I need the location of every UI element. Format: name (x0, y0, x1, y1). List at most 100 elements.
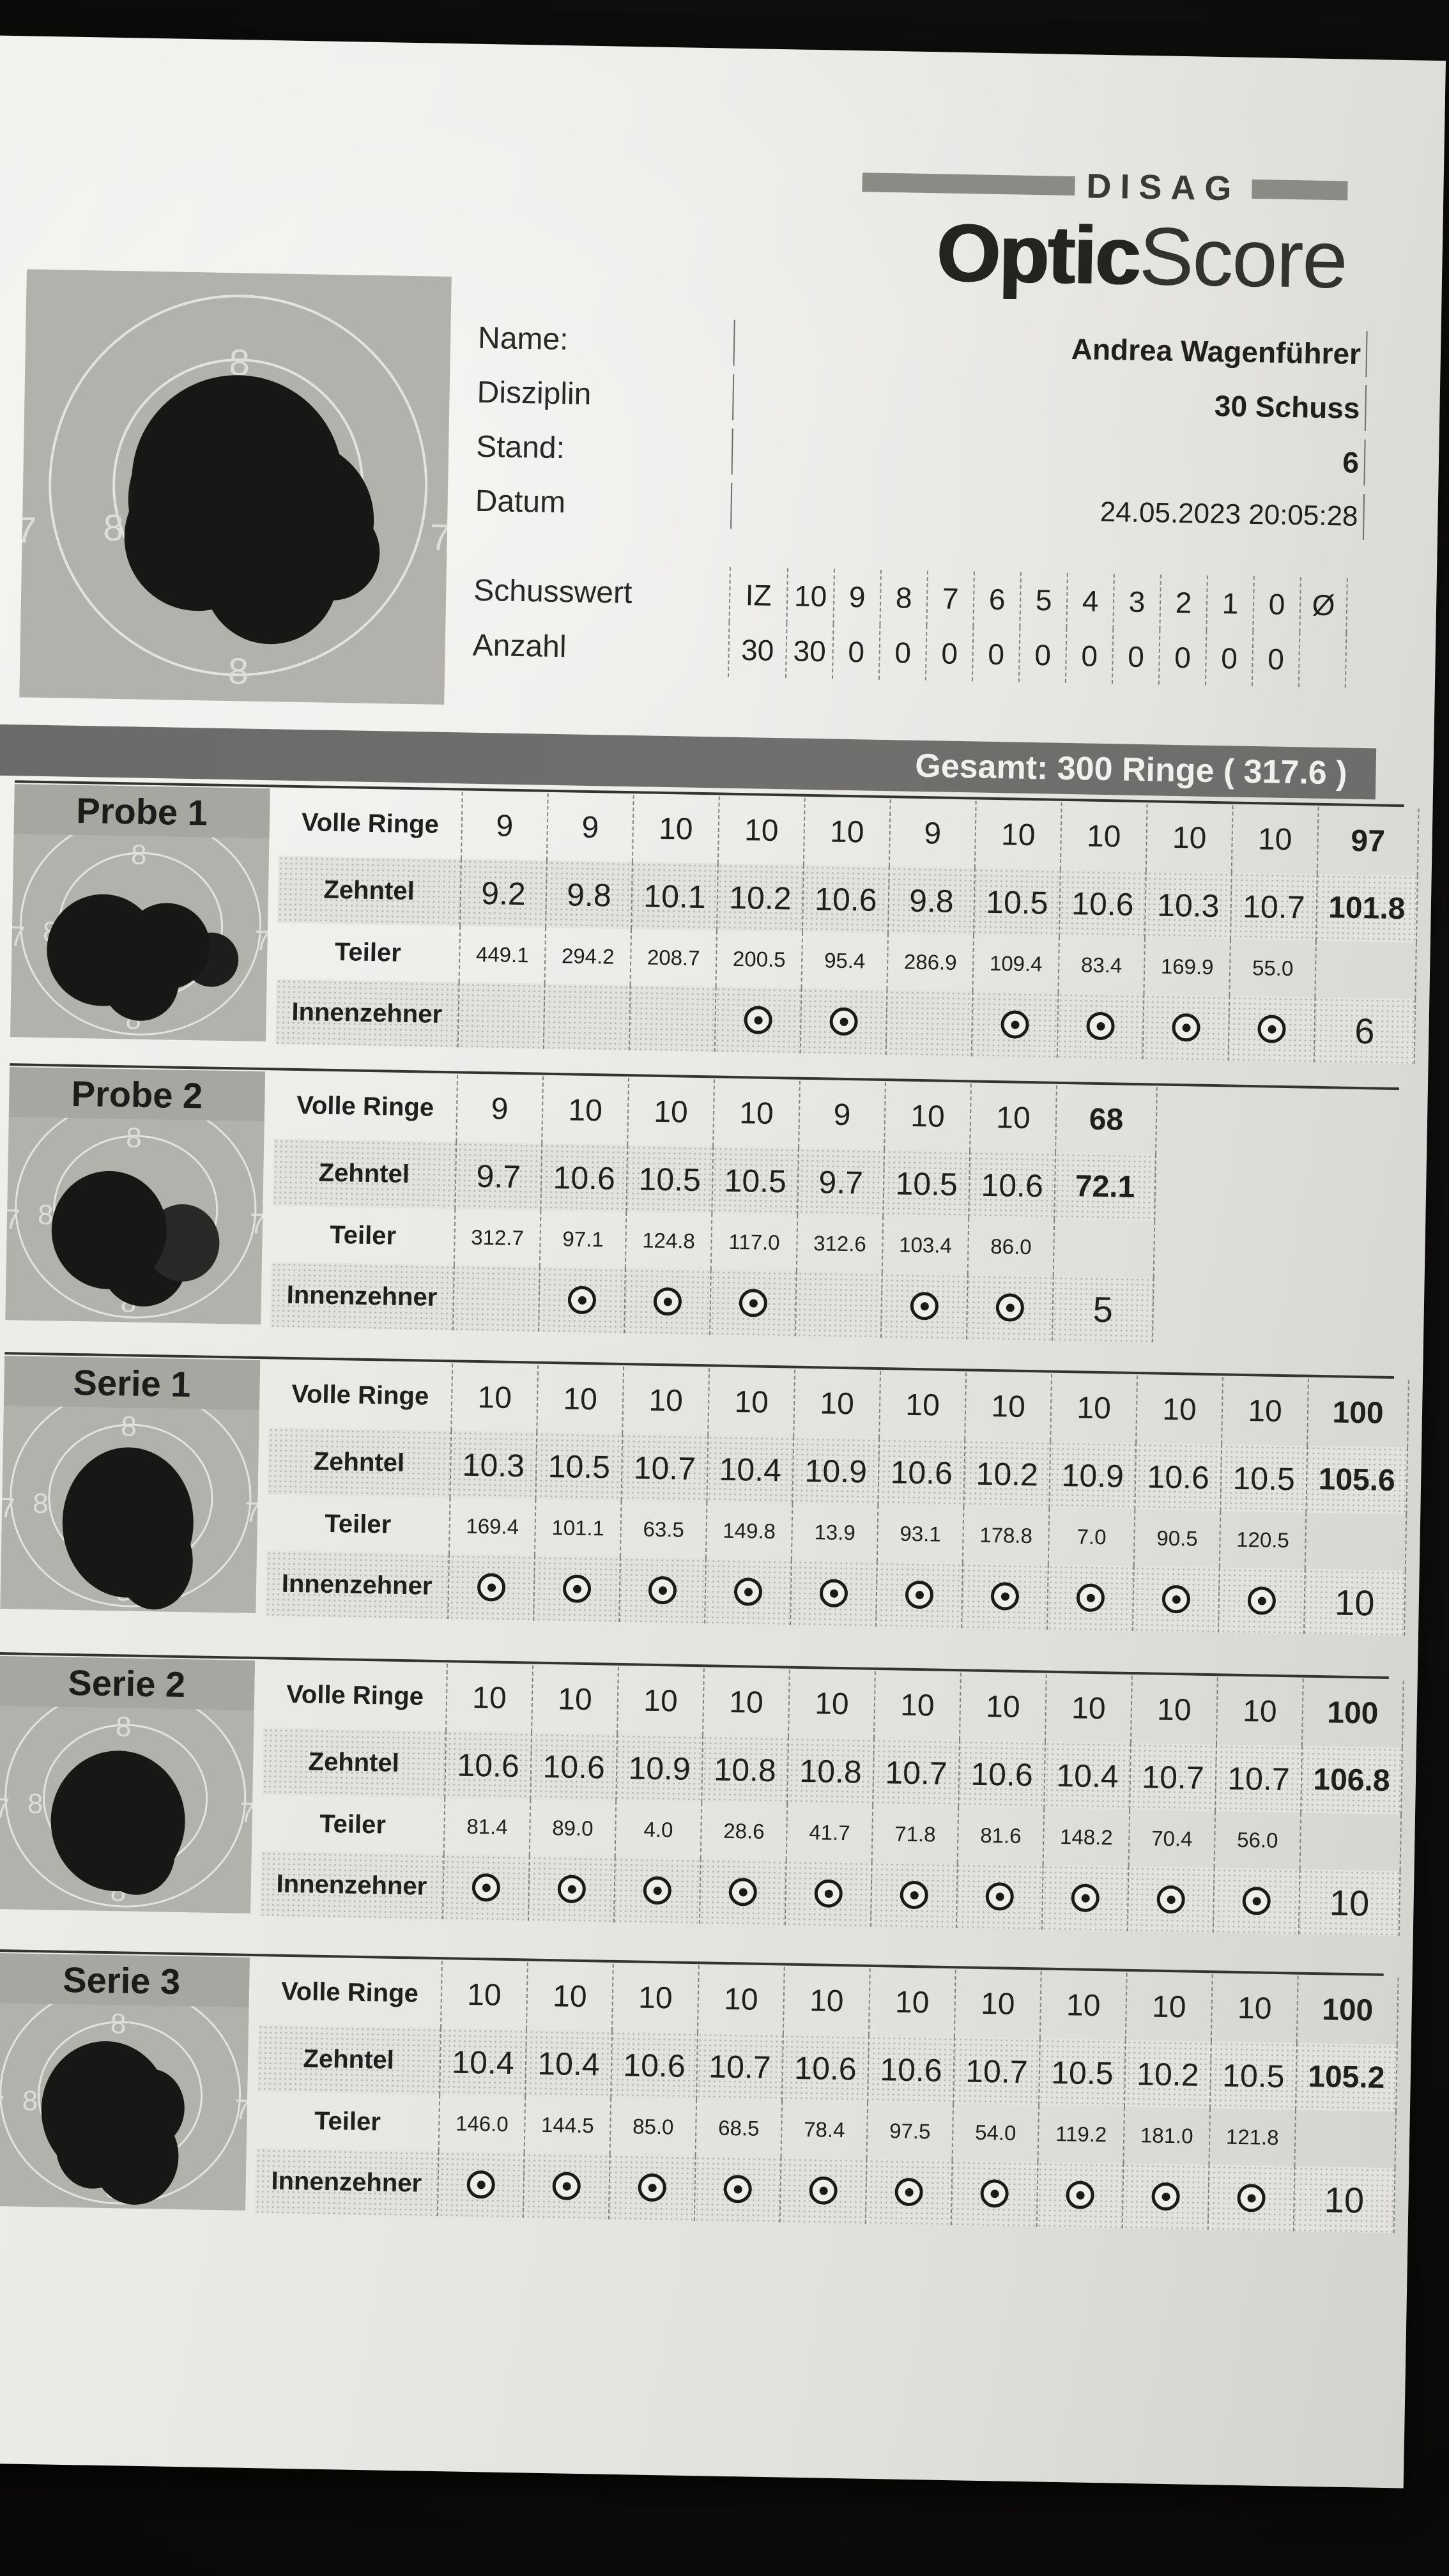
innenzehner-dot-core (1167, 1895, 1176, 1904)
innenzehner-dot-core (910, 1890, 919, 1899)
optic-wordmark-bold: Optic (935, 207, 1140, 302)
innenzehner-dot-icon (809, 2176, 838, 2205)
score-cell (885, 990, 972, 1057)
score-cell: 119.2 (1037, 2105, 1124, 2163)
target-ring-label-bottom: 8 (227, 650, 249, 693)
innenzehner-dot-icon (990, 1582, 1020, 1611)
innenzehner-dot-core (905, 2188, 914, 2196)
score-cell: 10 (959, 1673, 1046, 1742)
score-cell (1046, 1564, 1133, 1631)
row-label: Teiler (319, 1809, 387, 1839)
innenzehner-dot-core (819, 2186, 828, 2195)
sum-cell: 105.2 (1294, 2043, 1398, 2112)
innenzehner-dot-icon (894, 2177, 924, 2207)
score-cell (608, 2154, 695, 2221)
score-cell: 10 (1130, 1675, 1217, 1745)
score-cell: 10 (788, 1669, 875, 1738)
innenzehner-dot-core (648, 2183, 657, 2192)
dist-count-cell: 0 (924, 625, 973, 682)
score-cell: 10 (793, 1369, 880, 1438)
sum-cell: 97 (1316, 806, 1420, 876)
score-cell (794, 1271, 882, 1338)
sum-cell (1314, 940, 1417, 999)
dist-col-header: 5 (1019, 572, 1067, 628)
innenzehner-dot-core (824, 1889, 833, 1898)
score-cell: 9 (888, 799, 976, 868)
innenzehner-dot-icon (1076, 1583, 1105, 1613)
dist-col-header: 3 (1112, 574, 1160, 630)
innenzehner-dot-core (744, 1587, 753, 1597)
score-cell: 120.5 (1218, 1511, 1306, 1569)
innenzehner-dot-icon (980, 2179, 1009, 2208)
score-cell (1056, 992, 1144, 1060)
score-cell: 10 (617, 1666, 703, 1736)
info-value: 24.05.2023 20:05:28 (730, 482, 1365, 540)
innenzehner-dot-icon (1151, 2182, 1180, 2211)
score-cell: 10 (1230, 805, 1318, 874)
score-cell: 312.7 (453, 1209, 540, 1267)
target-ring-label-far-left: 7 (0, 2089, 5, 2122)
innenzehner-dot-icon (910, 1291, 939, 1321)
brand-logo: DISAG OpticScore (861, 162, 1348, 305)
innenzehner-dot-icon (723, 2174, 753, 2204)
score-cell: 10 (1145, 804, 1232, 873)
score-cell: 148.2 (1042, 1808, 1130, 1866)
innenzehner-dot-core (1086, 1593, 1095, 1602)
score-cell: 10.1 (631, 862, 717, 931)
score-cell (880, 1273, 967, 1340)
score-cell: 10.4 (525, 2029, 611, 2098)
score-cell: 9.7 (797, 1147, 884, 1217)
innenzehner-dot-icon (638, 2173, 667, 2202)
score-cell: 103.4 (881, 1216, 969, 1275)
dist-count-cell: 0 (1018, 627, 1066, 683)
score-cell: 10 (611, 1963, 698, 2033)
dist-row-label: Schusswert (473, 573, 632, 610)
dist-count-cell: 0 (1111, 629, 1160, 685)
info-label: Datum (475, 484, 566, 520)
innenzehner-dot-core (1096, 1022, 1105, 1031)
row-label: Zehntel (308, 1747, 400, 1777)
score-cell (1227, 995, 1315, 1062)
dist-count-cell: 30 (785, 623, 833, 679)
score-cell: 10.7 (620, 1433, 708, 1503)
score-cell: 10.5 (535, 1432, 622, 1501)
score-cell: 10.7 (872, 1738, 960, 1807)
score-cell: 10 (953, 1970, 1041, 2039)
innenzehner-dot-icon (905, 1580, 934, 1609)
target-ring-label-right: 7 (239, 1797, 256, 1828)
innenzehner-dot-core (1081, 1894, 1090, 1903)
innenzehner-dot-icon (733, 1577, 763, 1606)
score-cell: 109.4 (972, 935, 1059, 993)
target-ring-label-right: 7 (244, 1496, 261, 1528)
score-cell: 146.0 (438, 2095, 525, 2153)
row-label: Zehntel (318, 1158, 410, 1189)
dist-count-cell: 0 (1251, 631, 1300, 687)
score-cell: 10.6 (781, 2034, 868, 2103)
innenzehner-dot-icon (1242, 1887, 1271, 1915)
row-label: Volle Ringe (286, 1680, 424, 1711)
score-cell (875, 1561, 962, 1629)
score-cell: 10.5 (972, 868, 1060, 937)
sum-cell: 5 (1051, 1275, 1154, 1343)
score-cell: 10.7 (1229, 872, 1317, 941)
target-ring-label-far-left: 7 (0, 1492, 16, 1524)
score-cell: 81.6 (956, 1807, 1044, 1865)
score-cell: 10.7 (1129, 1742, 1216, 1812)
score-cell: 10 (702, 1668, 789, 1737)
innenzehner-dot-icon (471, 1873, 501, 1902)
row-label: Innenzehner (276, 1869, 427, 1901)
score-cell: 10.6 (1134, 1442, 1222, 1512)
sum-cell: 101.8 (1315, 873, 1418, 943)
sum-cell: 100 (1307, 1378, 1409, 1448)
score-cell (441, 1854, 529, 1921)
score-cell: 117.0 (710, 1213, 797, 1271)
dist-col-header: 9 (832, 569, 880, 625)
innenzehner-dot-core (1252, 1896, 1261, 1906)
target-ring-label-bottom: 8 (120, 1286, 137, 1319)
innenzehner-dot-core (482, 1883, 491, 1892)
score-cell (714, 986, 801, 1054)
